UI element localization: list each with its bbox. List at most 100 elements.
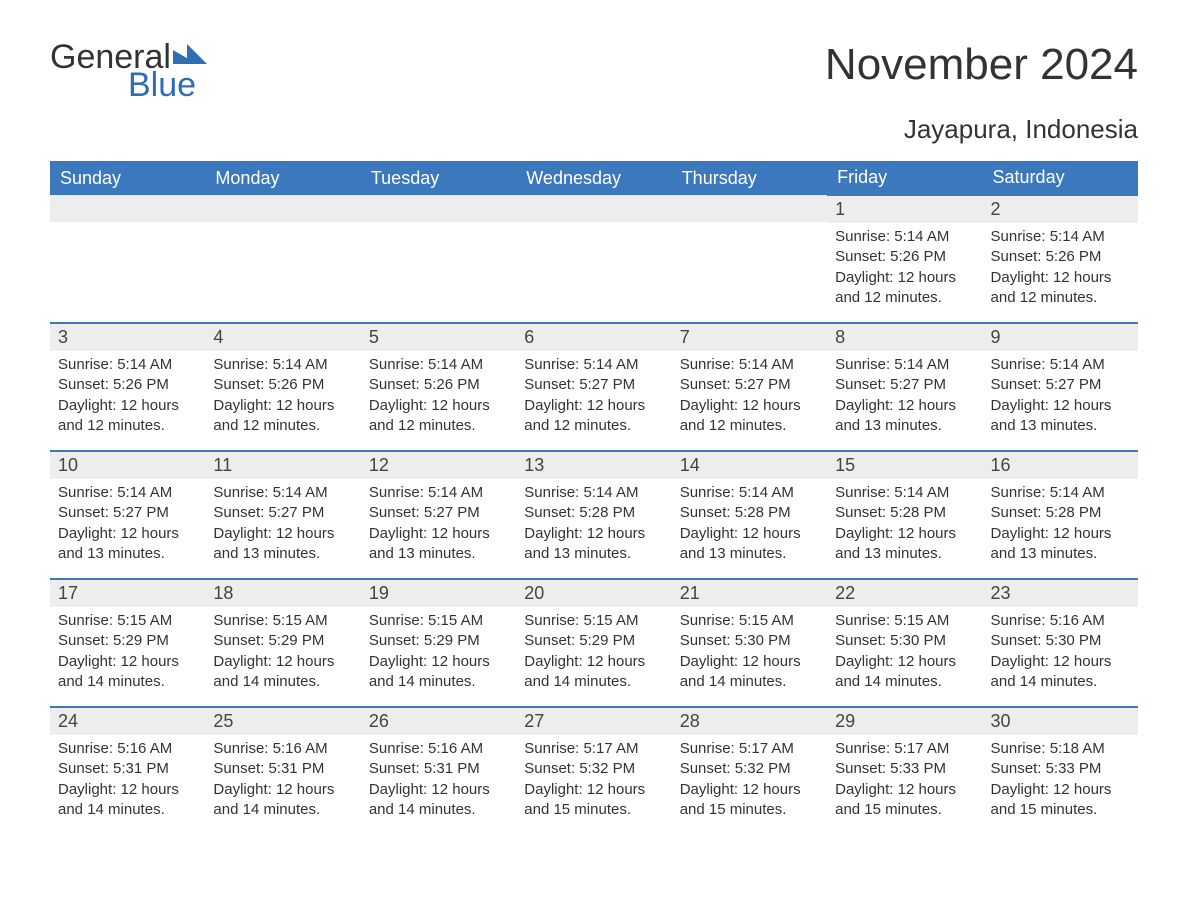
daylight-line: Daylight: 12 hours and 15 minutes.	[524, 780, 663, 821]
day-cell: 13Sunrise: 5:14 AMSunset: 5:28 PMDayligh…	[516, 451, 671, 579]
daylight-line: Daylight: 12 hours and 13 minutes.	[835, 396, 974, 437]
day-cell: 6Sunrise: 5:14 AMSunset: 5:27 PMDaylight…	[516, 323, 671, 451]
day-number: 8	[827, 324, 982, 351]
day-number: 14	[672, 452, 827, 479]
brand-logo: General Blue	[50, 40, 207, 102]
sunrise-line: Sunrise: 5:15 AM	[213, 611, 352, 631]
sunrise-line: Sunrise: 5:14 AM	[680, 355, 819, 375]
day-cell: 8Sunrise: 5:14 AMSunset: 5:27 PMDaylight…	[827, 323, 982, 451]
sunset-line: Sunset: 5:31 PM	[213, 759, 352, 779]
daylight-line: Daylight: 12 hours and 13 minutes.	[991, 524, 1130, 565]
daylight-line: Daylight: 12 hours and 13 minutes.	[991, 396, 1130, 437]
sunrise-line: Sunrise: 5:14 AM	[680, 483, 819, 503]
sunrise-line: Sunrise: 5:15 AM	[835, 611, 974, 631]
empty-day-bar	[516, 195, 671, 222]
day-number: 13	[516, 452, 671, 479]
sunset-line: Sunset: 5:29 PM	[58, 631, 197, 651]
sunrise-line: Sunrise: 5:14 AM	[213, 355, 352, 375]
sunrise-line: Sunrise: 5:14 AM	[58, 483, 197, 503]
daylight-line: Daylight: 12 hours and 14 minutes.	[58, 652, 197, 693]
day-number: 20	[516, 580, 671, 607]
day-number: 30	[983, 708, 1138, 735]
daylight-line: Daylight: 12 hours and 14 minutes.	[835, 652, 974, 693]
sunset-line: Sunset: 5:29 PM	[524, 631, 663, 651]
day-cell: 11Sunrise: 5:14 AMSunset: 5:27 PMDayligh…	[205, 451, 360, 579]
day-number: 15	[827, 452, 982, 479]
sunset-line: Sunset: 5:29 PM	[369, 631, 508, 651]
sunset-line: Sunset: 5:30 PM	[991, 631, 1130, 651]
sunset-line: Sunset: 5:27 PM	[991, 375, 1130, 395]
day-details: Sunrise: 5:14 AMSunset: 5:26 PMDaylight:…	[827, 223, 982, 318]
sunrise-line: Sunrise: 5:14 AM	[369, 355, 508, 375]
sunrise-line: Sunrise: 5:14 AM	[991, 355, 1130, 375]
day-details: Sunrise: 5:15 AMSunset: 5:30 PMDaylight:…	[672, 607, 827, 702]
sunset-line: Sunset: 5:33 PM	[991, 759, 1130, 779]
sunrise-line: Sunrise: 5:14 AM	[213, 483, 352, 503]
day-details: Sunrise: 5:17 AMSunset: 5:32 PMDaylight:…	[672, 735, 827, 830]
weekday-header: Wednesday	[516, 161, 671, 195]
empty-cell	[50, 195, 205, 323]
empty-day-bar	[50, 195, 205, 222]
day-cell: 17Sunrise: 5:15 AMSunset: 5:29 PMDayligh…	[50, 579, 205, 707]
sunset-line: Sunset: 5:27 PM	[835, 375, 974, 395]
sunrise-line: Sunrise: 5:14 AM	[524, 355, 663, 375]
day-number: 7	[672, 324, 827, 351]
day-details: Sunrise: 5:15 AMSunset: 5:30 PMDaylight:…	[827, 607, 982, 702]
daylight-line: Daylight: 12 hours and 12 minutes.	[58, 396, 197, 437]
day-number: 2	[983, 196, 1138, 223]
day-details: Sunrise: 5:16 AMSunset: 5:31 PMDaylight:…	[361, 735, 516, 830]
day-number: 26	[361, 708, 516, 735]
location-label: Jayapura, Indonesia	[50, 114, 1138, 145]
day-number: 4	[205, 324, 360, 351]
sunset-line: Sunset: 5:26 PM	[835, 247, 974, 267]
daylight-line: Daylight: 12 hours and 14 minutes.	[213, 780, 352, 821]
day-number: 17	[50, 580, 205, 607]
sunset-line: Sunset: 5:28 PM	[835, 503, 974, 523]
day-details: Sunrise: 5:17 AMSunset: 5:32 PMDaylight:…	[516, 735, 671, 830]
day-cell: 23Sunrise: 5:16 AMSunset: 5:30 PMDayligh…	[983, 579, 1138, 707]
day-details: Sunrise: 5:14 AMSunset: 5:28 PMDaylight:…	[672, 479, 827, 574]
weekday-header: Saturday	[983, 161, 1138, 195]
daylight-line: Daylight: 12 hours and 13 minutes.	[835, 524, 974, 565]
sunset-line: Sunset: 5:31 PM	[369, 759, 508, 779]
sunset-line: Sunset: 5:27 PM	[369, 503, 508, 523]
calendar-table: SundayMondayTuesdayWednesdayThursdayFrid…	[50, 161, 1138, 835]
sunrise-line: Sunrise: 5:15 AM	[58, 611, 197, 631]
weekday-header: Sunday	[50, 161, 205, 195]
sunset-line: Sunset: 5:29 PM	[213, 631, 352, 651]
daylight-line: Daylight: 12 hours and 14 minutes.	[58, 780, 197, 821]
day-details: Sunrise: 5:14 AMSunset: 5:27 PMDaylight:…	[361, 479, 516, 574]
title-block: November 2024	[825, 40, 1138, 90]
sunrise-line: Sunrise: 5:18 AM	[991, 739, 1130, 759]
day-details: Sunrise: 5:15 AMSunset: 5:29 PMDaylight:…	[50, 607, 205, 702]
day-cell: 21Sunrise: 5:15 AMSunset: 5:30 PMDayligh…	[672, 579, 827, 707]
day-cell: 18Sunrise: 5:15 AMSunset: 5:29 PMDayligh…	[205, 579, 360, 707]
day-details: Sunrise: 5:17 AMSunset: 5:33 PMDaylight:…	[827, 735, 982, 830]
daylight-line: Daylight: 12 hours and 15 minutes.	[991, 780, 1130, 821]
sunset-line: Sunset: 5:30 PM	[680, 631, 819, 651]
day-number: 5	[361, 324, 516, 351]
day-number: 11	[205, 452, 360, 479]
day-details: Sunrise: 5:16 AMSunset: 5:30 PMDaylight:…	[983, 607, 1138, 702]
day-number: 27	[516, 708, 671, 735]
sunrise-line: Sunrise: 5:16 AM	[991, 611, 1130, 631]
day-details: Sunrise: 5:14 AMSunset: 5:27 PMDaylight:…	[205, 479, 360, 574]
daylight-line: Daylight: 12 hours and 12 minutes.	[524, 396, 663, 437]
day-details: Sunrise: 5:14 AMSunset: 5:27 PMDaylight:…	[672, 351, 827, 446]
sunset-line: Sunset: 5:28 PM	[991, 503, 1130, 523]
day-details: Sunrise: 5:14 AMSunset: 5:27 PMDaylight:…	[983, 351, 1138, 446]
daylight-line: Daylight: 12 hours and 13 minutes.	[524, 524, 663, 565]
day-number: 28	[672, 708, 827, 735]
day-details: Sunrise: 5:14 AMSunset: 5:27 PMDaylight:…	[516, 351, 671, 446]
sunrise-line: Sunrise: 5:16 AM	[58, 739, 197, 759]
day-cell: 27Sunrise: 5:17 AMSunset: 5:32 PMDayligh…	[516, 707, 671, 835]
sunrise-line: Sunrise: 5:15 AM	[369, 611, 508, 631]
day-details: Sunrise: 5:15 AMSunset: 5:29 PMDaylight:…	[361, 607, 516, 702]
sunset-line: Sunset: 5:27 PM	[213, 503, 352, 523]
day-cell: 24Sunrise: 5:16 AMSunset: 5:31 PMDayligh…	[50, 707, 205, 835]
daylight-line: Daylight: 12 hours and 12 minutes.	[835, 268, 974, 309]
daylight-line: Daylight: 12 hours and 14 minutes.	[369, 780, 508, 821]
day-cell: 29Sunrise: 5:17 AMSunset: 5:33 PMDayligh…	[827, 707, 982, 835]
sunrise-line: Sunrise: 5:14 AM	[991, 483, 1130, 503]
day-details: Sunrise: 5:14 AMSunset: 5:28 PMDaylight:…	[516, 479, 671, 574]
